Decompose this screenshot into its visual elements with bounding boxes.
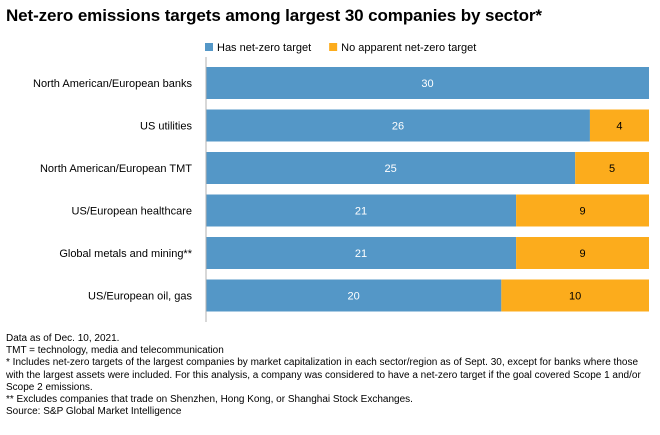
bar-segment-0 (206, 109, 590, 142)
bar-segment-1 (575, 152, 649, 184)
bar-segment-1 (501, 279, 649, 312)
footnote-excludes: ** Excludes companies that trade on Shen… (6, 394, 413, 406)
bar-segment-0 (206, 67, 649, 99)
data-label-1: 5 (609, 163, 615, 175)
footnote-tmt: TMT = technology, media and telecommunic… (6, 345, 224, 357)
data-label-0: 26 (392, 121, 404, 133)
footnote-data-date: Data as of Dec. 10, 2021. (6, 333, 120, 344)
legend-label-0: Has net-zero target (217, 42, 311, 54)
bar-segment-0 (206, 237, 517, 269)
stacked-bar-chart: Has net-zero target No apparent net-zero … (33, 42, 649, 322)
legend: Has net-zero target No apparent net-zero … (205, 42, 476, 54)
data-label-0: 30 (421, 78, 433, 90)
category-labels: North American/European banks US utilitie… (33, 78, 193, 303)
data-label-0: 21 (355, 206, 367, 218)
bar-segment-0 (206, 279, 502, 312)
data-label-1: 9 (579, 206, 585, 218)
chart-title: Net-zero emissions targets among largest… (6, 6, 542, 25)
data-label-0: 25 (384, 163, 396, 175)
category-label: US/European oil, gas (88, 291, 192, 303)
footnote-includes: * Includes net-zero targets of the large… (6, 357, 641, 393)
legend-swatch-1 (329, 43, 338, 51)
category-label: Global metals and mining** (59, 248, 192, 260)
bar-segment-1 (516, 194, 649, 227)
legend-label-1: No apparent net-zero target (341, 42, 476, 54)
data-label-0: 20 (348, 291, 360, 303)
data-label-1: 4 (616, 121, 622, 133)
legend-swatch-0 (205, 43, 213, 51)
category-label: North American/European banks (33, 78, 192, 90)
bar-segment-1 (589, 109, 649, 142)
bar-segment-0 (206, 194, 517, 227)
category-label: US/European healthcare (72, 206, 192, 218)
footnotes: Data as of Dec. 10, 2021. TMT = technolo… (6, 333, 656, 418)
bar-segment-1 (516, 237, 649, 269)
category-label: US utilities (140, 121, 192, 133)
category-label: North American/European TMT (40, 163, 192, 175)
data-label-0: 21 (355, 248, 367, 260)
bar-segment-0 (206, 152, 576, 184)
data-label-1: 9 (579, 248, 585, 260)
footnote-source: Source: S&P Global Market Intelligence (6, 406, 182, 418)
data-label-1: 10 (569, 291, 581, 303)
bars: 30 26 4 25 5 21 9 21 9 20 10 (206, 67, 649, 312)
